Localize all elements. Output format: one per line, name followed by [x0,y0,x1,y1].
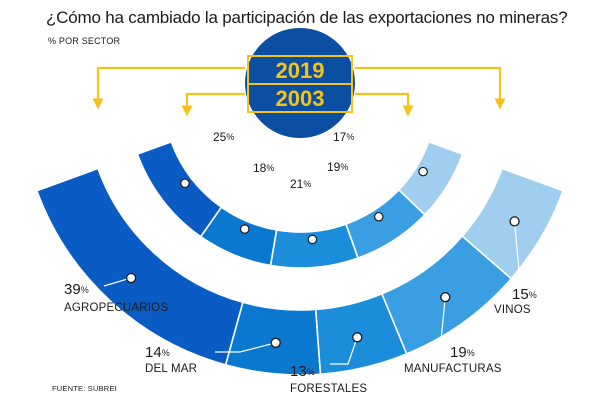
sector-name-agropecuarios: AGROPECUARIOS [64,302,168,314]
outer-value-forestales: 13% [290,363,315,380]
inner-value-manufacturas: 19% [327,160,348,174]
outer-ring-segment-agropecuarios [35,167,244,366]
outer-leader-line [439,297,465,351]
year-2003-label: 2003 [276,86,325,111]
outer-leader-line [513,221,522,293]
inner-value-forestales: 21% [290,177,311,191]
inner-dot-marker [307,234,318,245]
outer-dot-marker [440,292,451,303]
inner-dot-marker [373,211,384,222]
arrow-2019-left [92,66,245,110]
chart-subtitle: % POR SECTOR [48,36,121,46]
arrow-2003-left [181,92,245,117]
source-note: FUENTE: SUBREI [52,384,117,393]
outer-leader-line [215,342,276,353]
outer-dot-marker [270,337,281,348]
inner-dot-marker [180,178,190,189]
inner-value-agropecuarios: 25% [213,130,234,144]
inner-ring-segment-manufacturas [344,188,426,259]
inner-dot-marker [239,224,250,234]
sector-name-del-mar: DEL MAR [145,363,197,375]
sector-name-forestales: FORESTALES [290,383,367,395]
outer-leader-line [330,337,358,365]
year-2003-frame [247,83,353,113]
outer-dot-marker [509,216,520,227]
inner-ring-segment-del-mar [199,206,278,267]
sector-name-vinos: VINOS [494,304,531,316]
outer-value-del-mar: 14% [145,344,170,361]
outer-dot-marker [125,272,137,284]
chart-title: ¿Cómo ha cambiado la participación de la… [46,8,568,27]
inner-dot-marker [418,166,428,177]
arrow-2019-right [355,66,506,110]
inner-ring-segment-forestales [269,223,360,269]
inner-ring-segment-vinos [397,140,464,216]
sector-name-manufacturas: MANUFACTURAS [404,363,502,375]
inner-value-del-mar: 18% [253,161,274,175]
outer-dot-marker [352,332,363,343]
outer-value-vinos: 15% [512,286,537,303]
outer-value-agropecuarios: 39% [64,281,89,298]
outer-value-manufacturas: 19% [450,344,475,361]
inner-ring-segment-agropecuarios [136,140,223,238]
year-2019-label: 2019 [276,58,325,83]
arrow-2003-right [355,92,414,117]
inner-value-vinos: 17% [333,130,354,144]
